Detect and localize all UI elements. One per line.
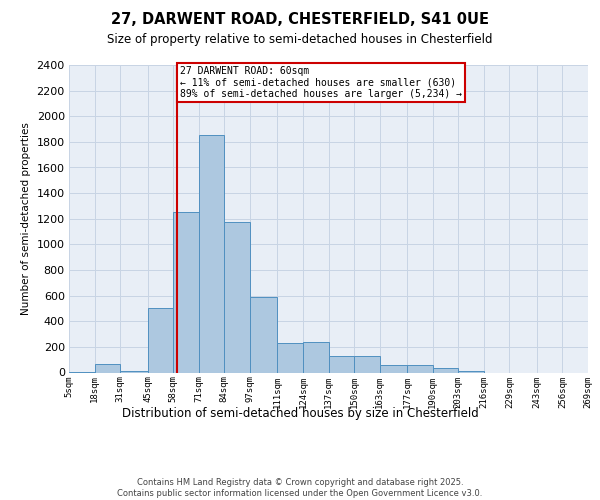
Text: Contains HM Land Registry data © Crown copyright and database right 2025.
Contai: Contains HM Land Registry data © Crown c… — [118, 478, 482, 498]
Bar — [277, 343, 303, 372]
Bar — [303, 342, 329, 372]
Bar — [329, 356, 354, 372]
Bar — [354, 356, 380, 372]
Bar — [148, 308, 173, 372]
Bar — [224, 222, 250, 372]
Bar — [250, 297, 277, 372]
Bar — [173, 212, 199, 372]
Bar — [407, 366, 433, 372]
Bar — [433, 368, 458, 372]
Text: 27 DARWENT ROAD: 60sqm
← 11% of semi-detached houses are smaller (630)
89% of se: 27 DARWENT ROAD: 60sqm ← 11% of semi-det… — [180, 66, 462, 100]
Y-axis label: Number of semi-detached properties: Number of semi-detached properties — [21, 122, 31, 315]
Text: Distribution of semi-detached houses by size in Chesterfield: Distribution of semi-detached houses by … — [122, 408, 478, 420]
Bar — [95, 364, 120, 372]
Bar — [458, 371, 484, 372]
Bar — [199, 136, 224, 372]
Text: 27, DARWENT ROAD, CHESTERFIELD, S41 0UE: 27, DARWENT ROAD, CHESTERFIELD, S41 0UE — [111, 12, 489, 28]
Text: Size of property relative to semi-detached houses in Chesterfield: Size of property relative to semi-detach… — [107, 32, 493, 46]
Bar — [120, 371, 148, 372]
Bar — [380, 366, 407, 372]
